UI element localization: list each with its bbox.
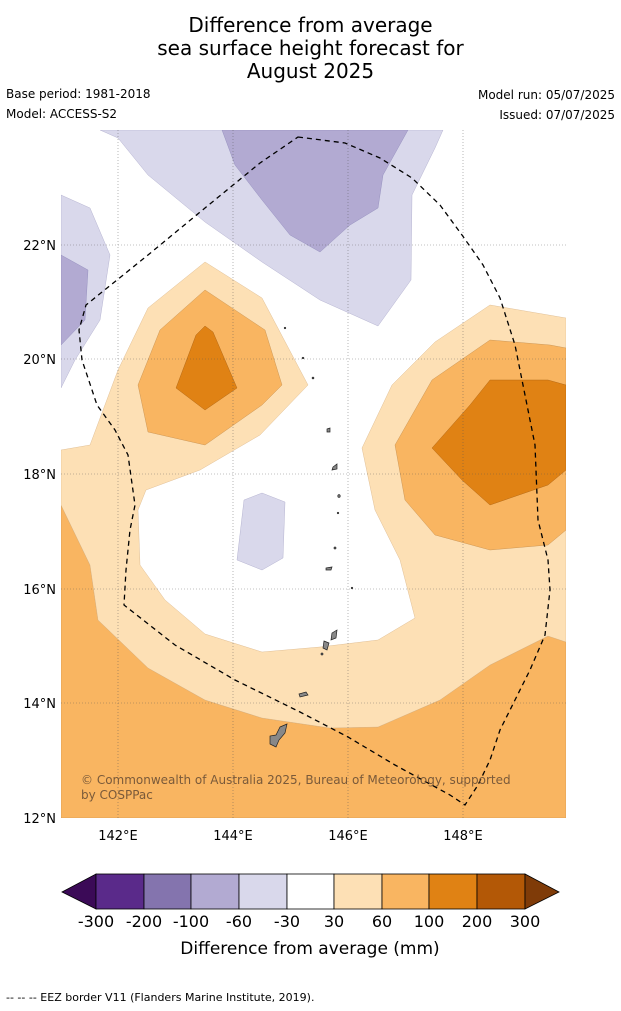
model-run-text: Model run: 05/07/2025 <box>477 88 615 102</box>
title-line-2: sea surface height forecast for <box>157 36 464 60</box>
issued-text: Issued: 07/07/2025 <box>499 108 615 122</box>
eez-border <box>78 136 551 806</box>
lat-label: 22°N <box>23 239 56 254</box>
title-line-3: August 2025 <box>246 59 375 83</box>
lat-label: 20°N <box>23 353 56 368</box>
colorbar-bin <box>428 873 478 910</box>
lon-label: 144°E <box>213 829 253 844</box>
colorbar-bin <box>143 873 192 910</box>
copyright-line-2: by COSPPac <box>81 788 153 802</box>
eez-legend-text: -- -- -- EEZ border V11 (Flanders Marine… <box>6 991 315 1004</box>
farallon-de-medinilla <box>350 586 354 590</box>
asuncion-island <box>311 376 315 380</box>
guam-island <box>269 723 288 748</box>
colorbar-tick: -30 <box>274 912 300 931</box>
colorbar-tick: -100 <box>173 912 209 931</box>
colorbar-bin <box>381 873 430 910</box>
pagan-island <box>331 463 338 471</box>
longitude-labels: 142°E 144°E 146°E 148°E <box>98 829 483 844</box>
copyright-line-1: © Commonwealth of Australia 2025, Bureau… <box>81 773 511 787</box>
lon-label: 148°E <box>443 829 483 844</box>
colorbar-extend-low <box>61 873 97 910</box>
rota-island <box>298 691 309 698</box>
title-line-1: Difference from average <box>188 13 433 37</box>
agrihan-island <box>326 427 331 433</box>
anatahan-island <box>325 566 333 571</box>
tinian-island <box>322 640 330 651</box>
uracas-island <box>283 326 287 330</box>
lon-label: 142°E <box>98 829 138 844</box>
lat-label: 16°N <box>23 583 56 598</box>
colorbar-tick: 60 <box>372 912 392 931</box>
colorbar-extend-high <box>524 873 560 910</box>
map-area: © Commonwealth of Australia 2025, Bureau… <box>61 130 566 818</box>
colorbar-bin <box>238 873 288 910</box>
model-text: Model: ACCESS-S2 <box>6 107 118 121</box>
contour-minus-30-central <box>236 492 286 571</box>
contour-plus-100-west <box>175 325 238 411</box>
colorbar-bin <box>95 873 145 910</box>
saipan-island <box>330 629 338 641</box>
islands <box>269 326 354 748</box>
gridlines <box>61 130 566 818</box>
map-title: Difference from average sea surface heig… <box>0 14 621 83</box>
colorbar-ticks: -300 -200 -100 -60 -30 30 60 100 200 300 <box>78 912 540 931</box>
colorbar-bin <box>286 873 335 910</box>
latitude-labels: 22°N 20°N 18°N 16°N 14°N 12°N <box>23 239 56 827</box>
lat-label: 12°N <box>23 812 56 827</box>
lat-label: 14°N <box>23 697 56 712</box>
colorbar-tick: -60 <box>226 912 252 931</box>
colorbar-tick: -300 <box>78 912 114 931</box>
aguijan-island <box>320 652 324 656</box>
alamagan-island <box>337 494 341 498</box>
colorbar-bin <box>190 873 240 910</box>
maug-islands <box>301 356 305 360</box>
colorbar-tick: 300 <box>510 912 541 931</box>
colorbar-tick: 30 <box>324 912 344 931</box>
colorbar-label: Difference from average (mm) <box>180 939 439 959</box>
colorbar-bin <box>476 873 526 910</box>
base-period-text: Base period: 1981-2018 <box>6 87 151 101</box>
guguan-island <box>336 511 340 515</box>
colorbar-tick: -200 <box>126 912 162 931</box>
lat-label: 18°N <box>23 468 56 483</box>
colorbar <box>61 873 560 910</box>
lon-label: 146°E <box>328 829 368 844</box>
sarigan-island <box>333 546 337 550</box>
colorbar-bin <box>333 873 383 910</box>
colorbar-tick: 100 <box>414 912 445 931</box>
contour-minus-60-north <box>221 130 409 253</box>
colorbar-tick: 200 <box>462 912 493 931</box>
